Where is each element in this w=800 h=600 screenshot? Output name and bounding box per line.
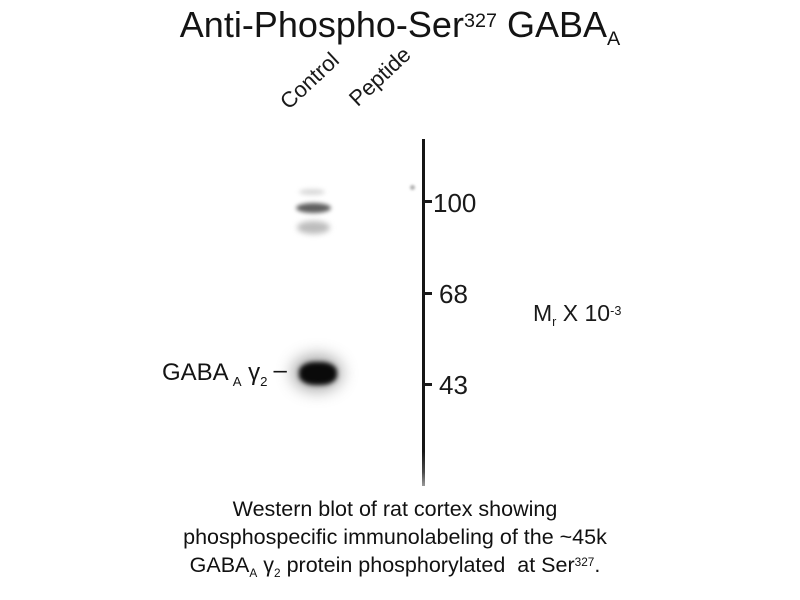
mw-unit-label: Mr X 10-3	[533, 300, 622, 330]
band-control-100k-lower	[297, 221, 330, 234]
band-label-subscript-2: 2	[260, 373, 268, 389]
background-speck	[410, 185, 415, 190]
mw-unit-subscript-r: r	[552, 315, 557, 330]
caption-period: .	[594, 553, 601, 577]
title-superscript-327: 327	[463, 10, 497, 33]
band-label-subscript-a: A	[232, 373, 242, 389]
mw-tick-43	[423, 383, 432, 386]
caption-line-3: GABAA γ2 protein phosphorylated at Ser32…	[0, 551, 790, 582]
lane-label-peptide: Peptide	[343, 41, 416, 111]
band-label-gaba: GABA	[162, 359, 229, 386]
band-label-dash: –	[273, 357, 287, 384]
band-pointer-label: GABA A γ2–	[162, 357, 287, 389]
caption-superscript-327: 327	[574, 555, 595, 570]
caption-gamma: γ	[257, 553, 275, 577]
figure-caption: Western blot of rat cortex showing phosp…	[0, 495, 790, 582]
figure-title: Anti-Phospho-Ser327 GABAA	[0, 4, 800, 50]
mw-unit-m: M	[533, 300, 553, 326]
mw-tick-68	[423, 292, 432, 295]
lane-label-control: Control	[274, 47, 344, 115]
title-text-1: Anti-Phospho-Ser	[179, 4, 464, 45]
caption-text: protein phosphorylated at Ser	[280, 553, 575, 577]
band-control-100k-upper	[296, 203, 331, 213]
caption-subscript-a: A	[249, 565, 258, 580]
mw-tick-label-68: 68	[439, 279, 468, 309]
mw-unit-x10: X 10	[556, 300, 611, 326]
band-control-faint-smudge	[299, 189, 325, 195]
caption-line-1: Western blot of rat cortex showing	[232, 497, 558, 521]
caption-line-2: phosphospecific immunolabeling of the ~4…	[183, 525, 607, 549]
mw-tick-label-43: 43	[439, 370, 468, 400]
caption-subscript-2: 2	[274, 565, 281, 580]
band-control-45k	[299, 362, 337, 385]
mw-axis-line	[422, 139, 425, 486]
title-text-2: GABA	[496, 4, 607, 45]
mw-tick-label-100: 100	[433, 188, 477, 218]
mw-tick-100	[423, 200, 432, 203]
mw-unit-superscript-minus3: -3	[610, 303, 622, 318]
title-subscript-a: A	[607, 28, 621, 51]
caption-gaba: GABA	[189, 553, 250, 577]
band-label-gamma: γ	[241, 359, 261, 386]
